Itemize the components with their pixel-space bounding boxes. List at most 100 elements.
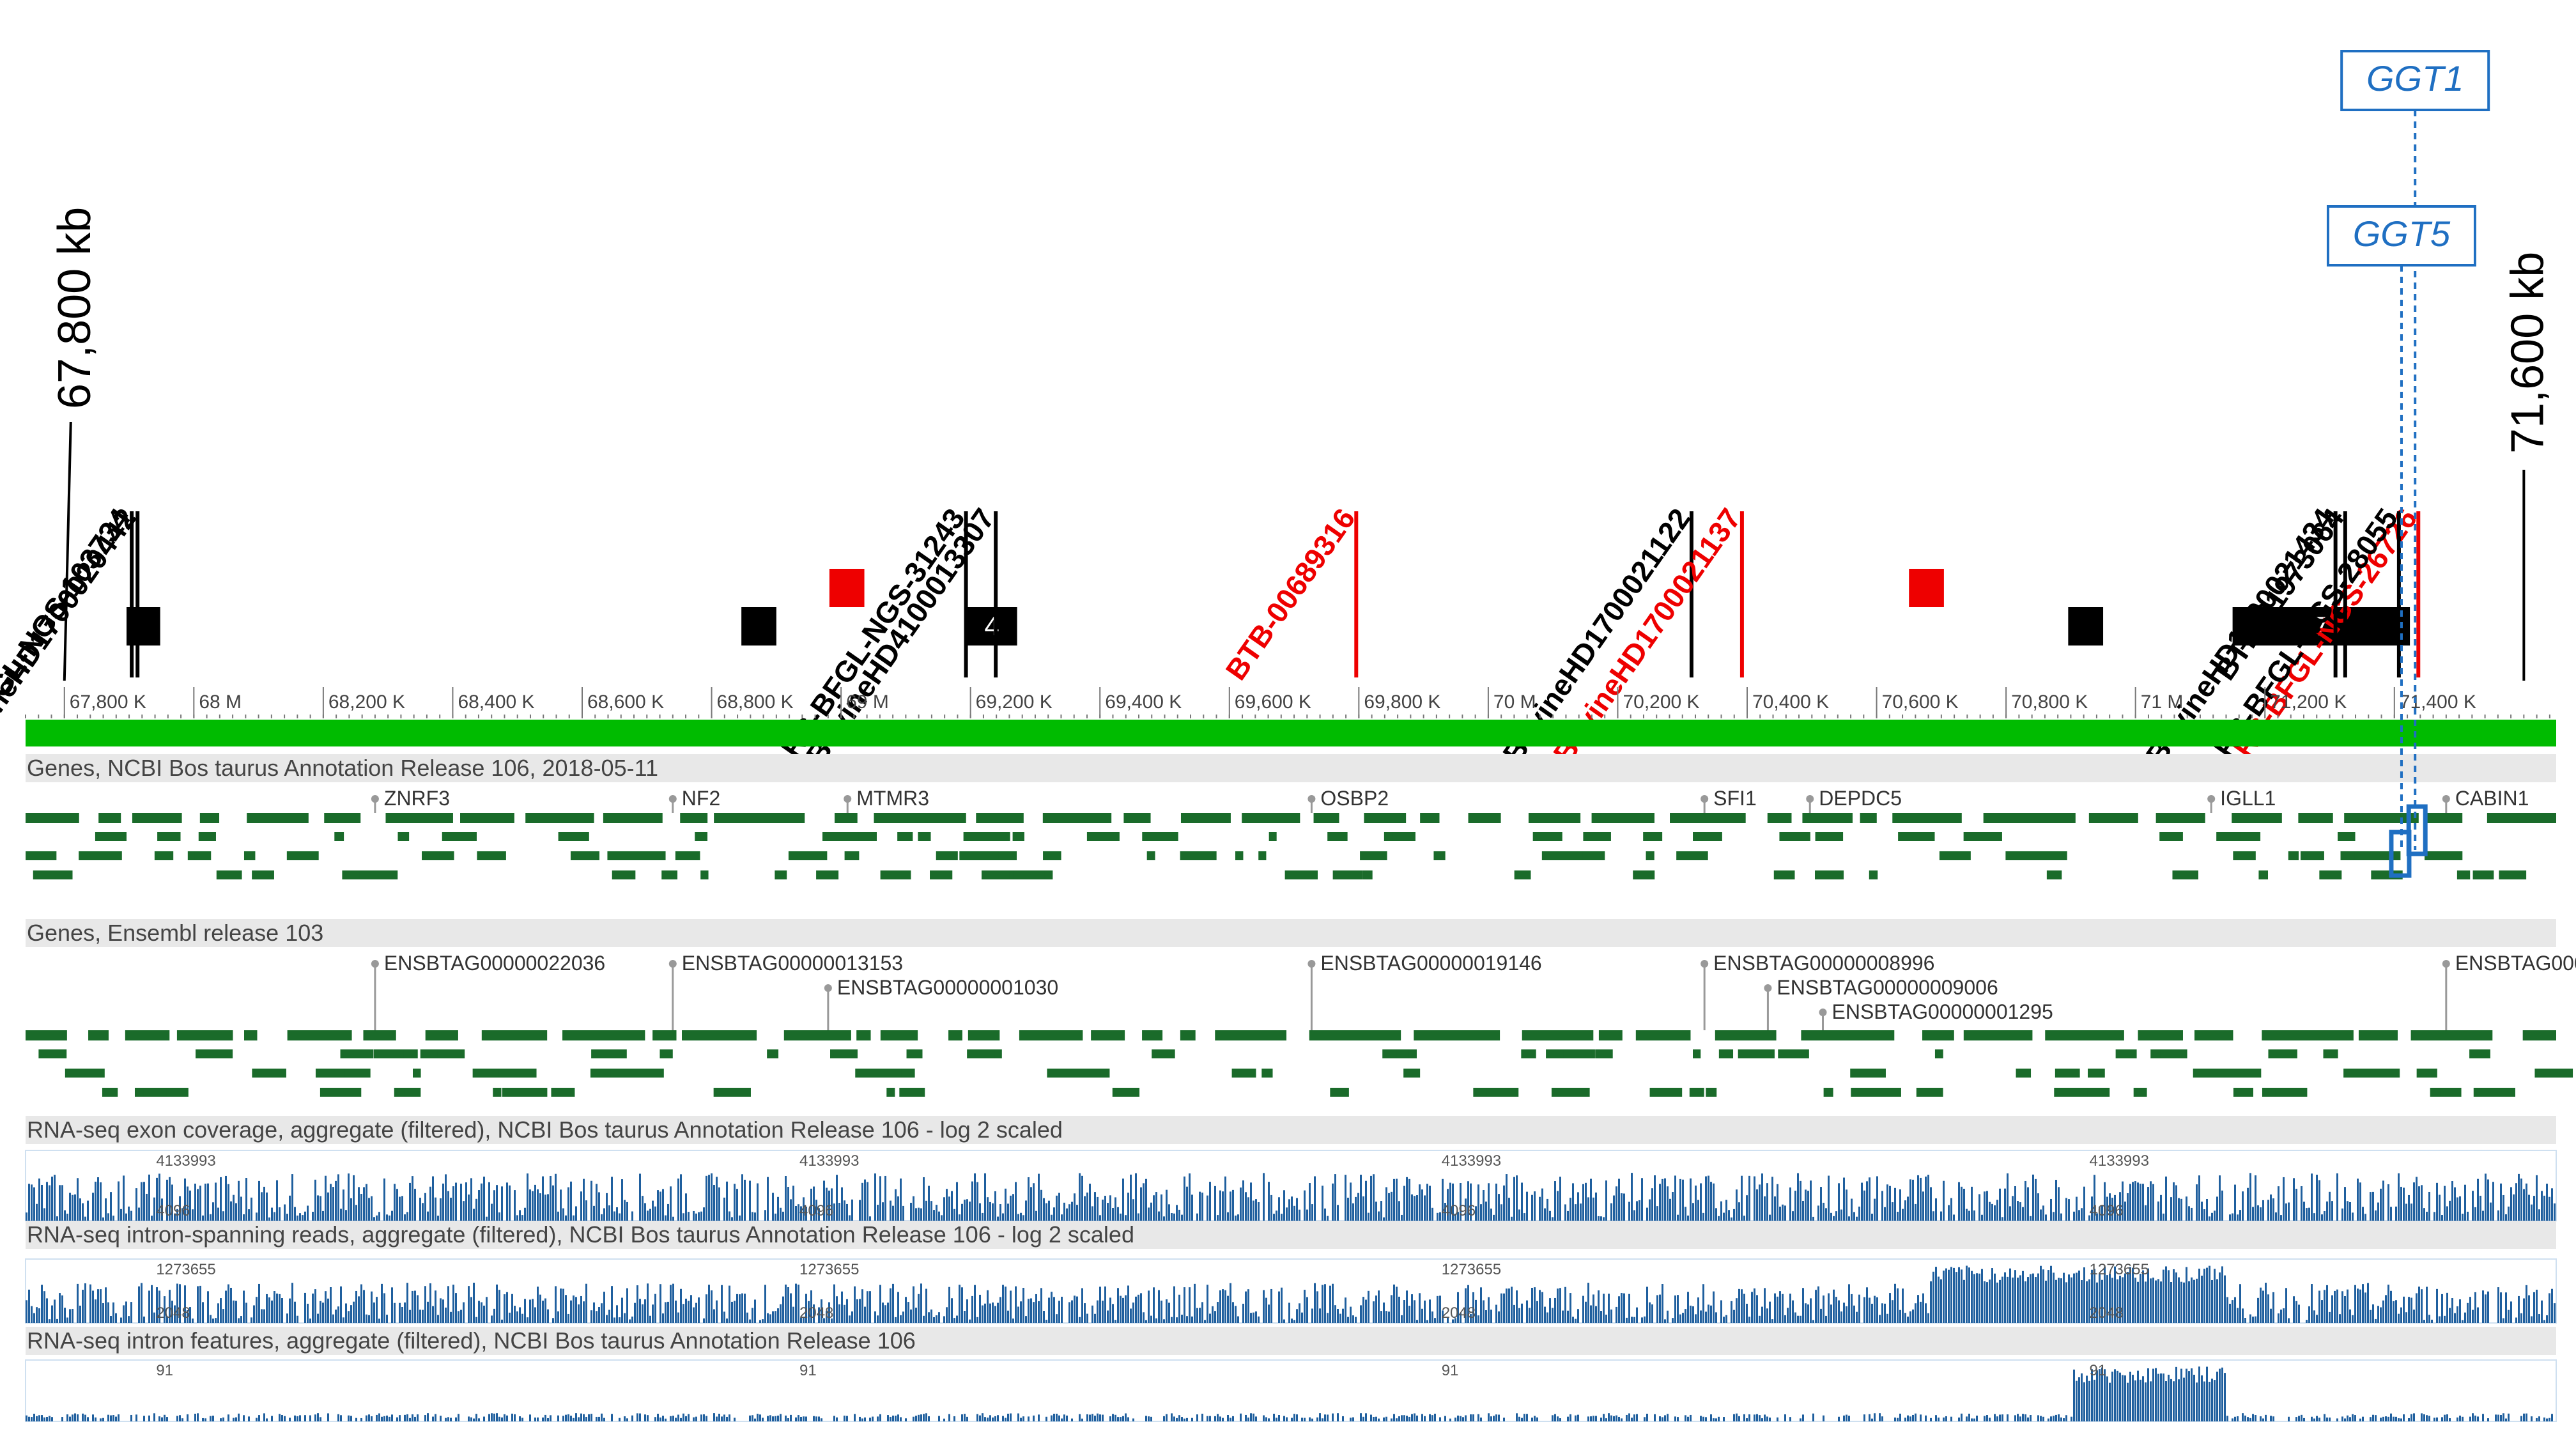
coverage-bar [1480,1204,1482,1221]
coverage-bar [1406,1416,1408,1421]
coverage-bar [841,1187,843,1221]
transcript-exon [1396,1049,1409,1058]
coverage-bar [818,1307,820,1323]
transcript-exon [1112,1088,1126,1097]
coverage-bar [741,1174,743,1221]
coverage-bar [317,1313,319,1323]
coverage-bar [187,1186,189,1221]
coverage-bar [1608,1413,1610,1421]
coverage-bar [171,1184,173,1221]
coverage-bar [662,1189,664,1221]
coverage-bar [606,1193,608,1221]
coverage-bar [1079,1317,1081,1323]
coverage-bar [767,1177,769,1221]
coverage-bar [220,1418,222,1421]
coverage-bar [2482,1210,2484,1221]
coverage-bar [1375,1416,1377,1421]
coverage-bar [713,1185,715,1221]
coverage-bar [371,1416,373,1421]
coverage-bar [941,1215,943,1221]
exon [1635,1030,1691,1040]
coverage-bar [1214,1186,1216,1221]
coverage-bar [69,1193,71,1221]
exon [2298,813,2333,823]
coverage-bar [1861,1182,1863,1221]
coverage-bar [2298,1416,2300,1421]
coverage-bar [2063,1418,2065,1421]
coverage-bar [1771,1177,1773,1221]
coverage-bar [1874,1413,1876,1421]
coverage-bar [355,1290,357,1323]
coverage-bar [1516,1413,1518,1421]
coverage-bar [2032,1174,2034,1221]
coverage-bar [1715,1208,1717,1221]
transcript-exon [472,1069,504,1078]
coverage-bar [1086,1192,1088,1221]
coverage-bar [900,1315,902,1323]
coverage-bar [1237,1214,1239,1221]
coverage-bar [984,1303,986,1323]
coverage-bar [547,1418,549,1421]
coverage-bar [2316,1315,2318,1323]
coverage-bar [59,1293,61,1323]
exon [125,1030,170,1040]
coverage-bar [320,1301,321,1323]
coverage-bar [2191,1277,2193,1323]
coverage-bar [2326,1285,2328,1323]
coverage-bar [611,1286,613,1323]
coverage-bar [1411,1294,1413,1323]
coverage-bar [2132,1182,2134,1221]
gene-label: MTMR3 [856,787,929,810]
coverage-bar [1010,1290,1012,1323]
region-start-line [63,421,72,681]
coverage-bar [2188,1206,2190,1221]
coverage-bar [1291,1418,1293,1421]
coverage-bar [1628,1413,1630,1421]
coverage-bar [2344,1295,2346,1323]
coverage-bar [992,1203,994,1221]
transcript-exon [2133,1088,2147,1097]
coverage-bar [874,1173,876,1221]
coverage-bar [299,1213,301,1221]
coverage-bar [82,1290,84,1323]
coverage-bar [2045,1214,2047,1221]
coverage-bar [519,1307,521,1323]
coverage-bar [1613,1416,1615,1421]
coverage-bar [782,1211,784,1221]
coverage-bar [243,1214,245,1221]
coverage-bar [2099,1274,2101,1323]
coverage-bar [1490,1310,1492,1323]
transcript-exon [1146,851,1155,860]
coverage-bar [1222,1418,1224,1421]
coverage-bar [1030,1187,1032,1221]
coverage-bar [1628,1294,1630,1323]
coverage-bar [120,1209,122,1221]
coverage-bar [918,1207,920,1221]
transcript-exon [394,1088,405,1097]
coverage-bar [488,1414,490,1421]
coverage-bar [1063,1202,1065,1221]
coverage-bar [97,1177,99,1221]
coverage-bar [192,1318,194,1323]
coverage-bar [56,1318,58,1323]
transcript-exon [2338,832,2356,841]
transcript-exon [2300,851,2324,860]
coverage-bar [1301,1418,1303,1421]
coverage-bar [1414,1196,1415,1221]
coverage-bar [2390,1290,2392,1323]
coverage-bar [1431,1415,1433,1421]
transcript-exon [844,851,860,860]
coverage-bar [1633,1414,1635,1421]
coverage-bar [1483,1300,1485,1323]
coverage-bar [652,1200,654,1221]
transcript-exon [1551,1088,1590,1097]
transcript-exon [2087,1069,2105,1078]
coverage-bar [2152,1278,2154,1323]
coverage-bar [31,1184,33,1221]
coverage-bar [665,1302,667,1323]
exon [1767,813,1792,823]
coverage-bar [1081,1175,1083,1221]
coverage-bar [228,1414,229,1421]
exon [481,1030,548,1040]
coverage-bar [2449,1418,2451,1421]
